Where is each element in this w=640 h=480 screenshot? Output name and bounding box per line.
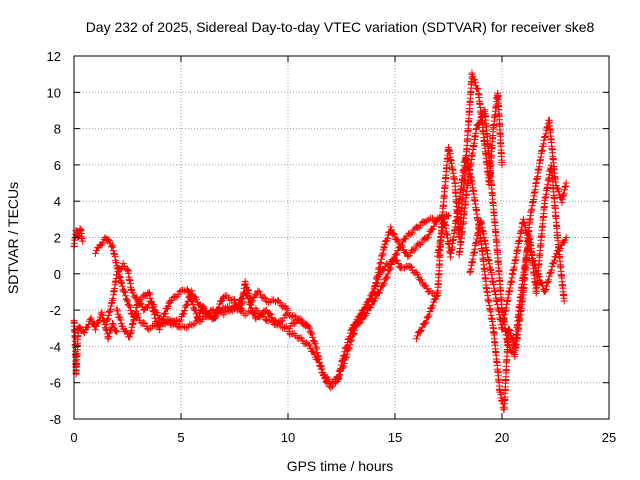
axis-ticks: 0 5 10 15 20 25 -8 -6 -4 -2 0 2 4 6 8 10 12 bbox=[47, 49, 617, 445]
x-axis-label: GPS time / hours bbox=[287, 458, 394, 474]
y-tick-label: -6 bbox=[49, 376, 61, 391]
y-tick-label: -2 bbox=[49, 303, 61, 318]
chart-title: Day 232 of 2025, Sidereal Day-to-day VTE… bbox=[86, 19, 595, 35]
y-tick-label: 10 bbox=[47, 85, 61, 100]
series-7 bbox=[284, 212, 452, 392]
x-tick-label: 25 bbox=[602, 430, 616, 445]
series-5 bbox=[113, 277, 292, 341]
y-tick-label: 6 bbox=[54, 158, 61, 173]
series-11 bbox=[455, 106, 570, 361]
series-8-markers bbox=[348, 211, 452, 333]
series-2-markers bbox=[70, 308, 121, 378]
data-markers bbox=[70, 69, 570, 413]
x-tick-label: 0 bbox=[70, 430, 77, 445]
series-7-markers bbox=[284, 212, 452, 392]
series-12 bbox=[466, 215, 570, 333]
x-tick-label: 5 bbox=[177, 430, 184, 445]
x-tick-label: 20 bbox=[495, 430, 509, 445]
y-tick-label: -8 bbox=[49, 412, 61, 427]
series-11-markers bbox=[455, 106, 570, 361]
x-tick-label: 15 bbox=[388, 430, 402, 445]
series-9-markers bbox=[412, 69, 506, 343]
series-8 bbox=[348, 211, 452, 333]
series-2 bbox=[70, 308, 121, 378]
y-axis-label: SDTVAR / TECUs bbox=[5, 182, 21, 294]
series-5-markers bbox=[113, 277, 292, 341]
series-9 bbox=[412, 69, 506, 343]
y-tick-label: 0 bbox=[54, 267, 61, 282]
y-tick-label: 12 bbox=[47, 49, 61, 64]
y-tick-label: 2 bbox=[54, 231, 61, 246]
x-tick-label: 10 bbox=[281, 430, 295, 445]
series-12-markers bbox=[466, 215, 570, 333]
y-tick-label: 8 bbox=[54, 122, 61, 137]
y-tick-label: -4 bbox=[49, 339, 61, 354]
y-tick-label: 4 bbox=[54, 194, 61, 209]
